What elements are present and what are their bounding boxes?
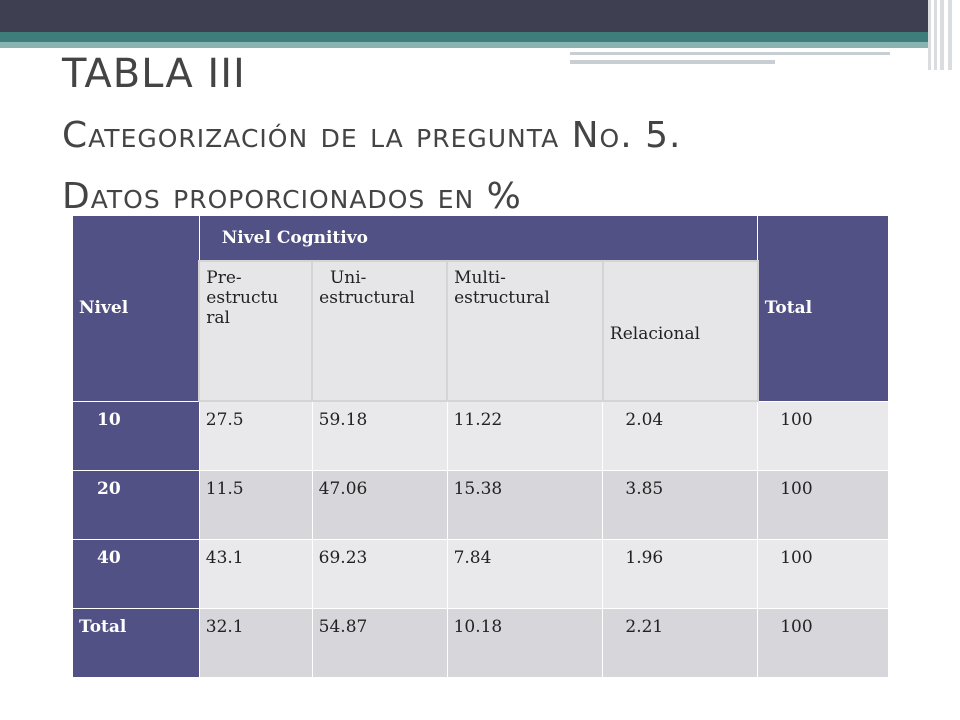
cell-value: 1.96 [602,539,759,609]
table-row: 10 27.5 59.18 11.22 2.04 100 [72,400,889,471]
cell-value: 15.38 [446,470,604,540]
accent-band-thin [0,42,960,48]
decor-line [570,52,890,55]
row-nivel: 40 [72,539,200,609]
table-row: Total 32.1 54.87 10.18 2.21 100 [72,608,889,678]
cell-value: 11.5 [198,470,313,540]
row-nivel: 20 [72,470,200,540]
cell-total: 100 [757,608,889,678]
subheader-pre-estructural: Pre-estructu ral [198,260,314,402]
cell-total: 100 [757,400,889,471]
cell-total: 100 [757,470,889,540]
cell-value: 7.84 [446,539,604,609]
header-nivel-cognitivo: Nivel Cognitivo [198,215,759,262]
cell-value: 47.06 [311,470,448,540]
cell-value: 59.18 [311,400,448,471]
decor-stripes [928,0,960,70]
table-row: 20 11.5 47.06 15.38 3.85 100 [72,470,889,540]
title-line-1: TABLA III [62,51,246,97]
cell-value: 3.85 [602,470,759,540]
cell-value: 2.04 [602,400,759,471]
row-nivel: 10 [72,400,200,471]
accent-band [0,32,960,42]
subheader-uni-estructural: Uni-estructural [311,260,449,402]
results-table: Nivel Nivel Cognitivo Total Pre-estructu… [72,215,889,678]
header-total: Total [757,215,889,402]
cell-value: 54.87 [311,608,448,678]
cell-value: 27.5 [198,400,313,471]
cell-value: 43.1 [198,539,313,609]
decor-line [570,60,775,64]
cell-value: 2.21 [602,608,759,678]
table-row: 40 43.1 69.23 7.84 1.96 100 [72,539,889,609]
subheader-relacional: Relacional [601,260,759,402]
top-bar [0,0,960,32]
cell-value: 10.18 [446,608,604,678]
title-line-3: Datos proporcionados en % [62,176,522,217]
row-nivel: Total [72,608,200,678]
header-nivel: Nivel [72,215,200,402]
title-line-2: Categorización de la pregunta No. 5. [62,115,682,156]
cell-value: 32.1 [198,608,313,678]
slide-title: TABLA III Categorización de la pregunta … [62,44,922,227]
subheader-multi-estructural: Multi-estructural [446,260,604,402]
cell-total: 100 [757,539,889,609]
cell-value: 69.23 [311,539,448,609]
cell-value: 11.22 [446,400,604,471]
